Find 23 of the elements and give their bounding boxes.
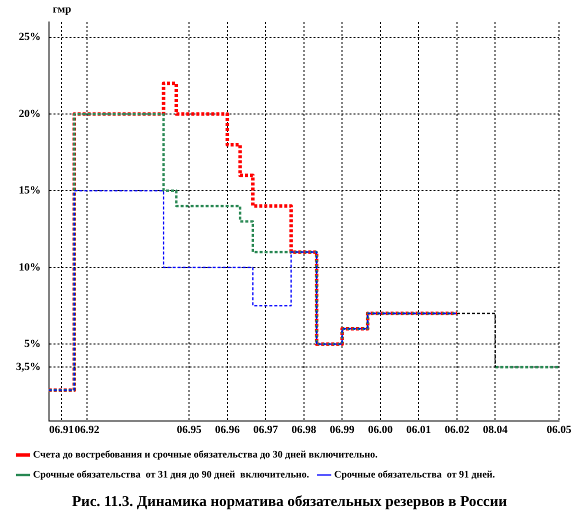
x-tick-label: 06.00 <box>368 424 394 436</box>
x-tick-label: 06.05 <box>546 424 572 436</box>
legend-label: Срочные обязательства от 91 дней. <box>334 470 496 481</box>
x-tick-label: 06.01 <box>406 424 432 436</box>
y-tick-label: 10% <box>18 261 41 274</box>
x-tick-label: 06.96 <box>214 424 240 436</box>
y-tick-label: 25% <box>18 31 41 44</box>
x-tick-label: 06.97 <box>253 424 278 436</box>
x-tick-label: 06.98 <box>292 424 317 436</box>
x-tick-label: 06.91 <box>49 424 74 436</box>
legend-label: Срочные обязательства от 31 дня до 90 дней включительно. <box>33 470 310 481</box>
legend-label: Счета до востребования и срочные обязательства до 30 дней включительно. <box>33 450 378 461</box>
y-tick-label: 15% <box>18 184 41 197</box>
y-tick-label: 5% <box>24 338 41 350</box>
x-tick-label: 08.04 <box>482 424 508 436</box>
y-tick-label: 20% <box>18 108 41 120</box>
x-tick-label: 06.02 <box>444 424 470 436</box>
x-tick-label: 06.99 <box>330 424 356 436</box>
x-tick-label: 06.92 <box>74 424 100 436</box>
y-axis-title: гмр <box>52 3 72 16</box>
text: Рис. 11.3. Динамика норматива обязательных резервов в России <box>71 494 508 511</box>
y-tick-label: 3,5% <box>16 360 41 373</box>
x-tick-label: 06.95 <box>176 424 202 436</box>
